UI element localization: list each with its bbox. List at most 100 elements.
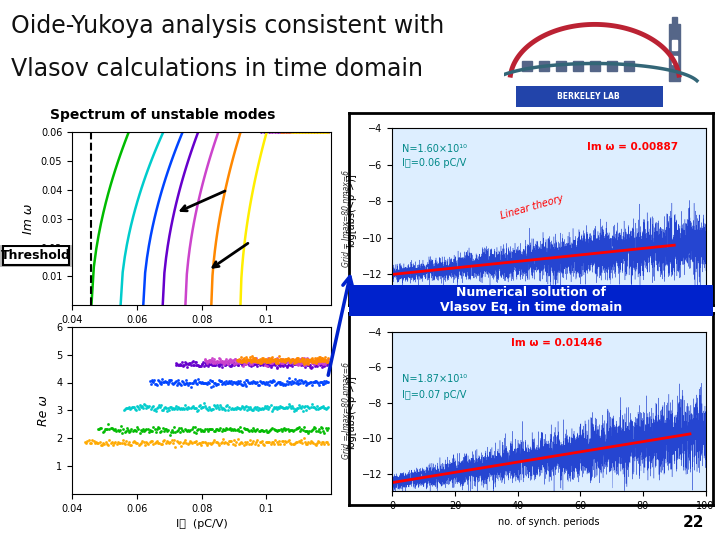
Point xyxy=(109,424,121,433)
Point xyxy=(245,357,256,366)
Point xyxy=(270,358,282,367)
Point xyxy=(272,359,284,368)
Point xyxy=(252,356,264,365)
Point xyxy=(293,437,305,445)
Point xyxy=(197,379,208,387)
Point xyxy=(260,402,271,410)
Point xyxy=(233,440,245,448)
Point xyxy=(200,403,212,412)
Point xyxy=(183,439,194,448)
Point xyxy=(280,356,292,364)
Point xyxy=(264,354,275,363)
Point xyxy=(158,378,169,387)
Point xyxy=(273,403,284,412)
Point xyxy=(94,424,106,433)
Point xyxy=(300,356,312,364)
Point xyxy=(81,438,92,447)
Point xyxy=(141,439,153,448)
Point xyxy=(177,361,189,370)
Point xyxy=(219,356,230,365)
Point xyxy=(257,353,269,362)
Point xyxy=(304,438,315,447)
Point xyxy=(281,376,292,385)
Point xyxy=(86,436,98,444)
Point xyxy=(148,406,159,415)
Point xyxy=(192,426,203,435)
Point xyxy=(290,437,302,446)
Point xyxy=(268,357,279,366)
Point xyxy=(204,438,215,447)
Point xyxy=(317,402,328,410)
Point xyxy=(187,361,199,369)
Point xyxy=(234,439,246,448)
Bar xyxy=(573,62,583,71)
Point xyxy=(258,404,270,413)
Point xyxy=(302,361,314,370)
Point xyxy=(239,357,251,366)
Point xyxy=(189,438,201,447)
Point xyxy=(227,440,238,448)
Bar xyxy=(624,62,634,71)
Point xyxy=(235,376,246,385)
Point xyxy=(233,355,244,363)
Point xyxy=(284,402,296,410)
Point xyxy=(144,377,156,386)
Point xyxy=(269,360,280,369)
Text: Linear theory: Linear theory xyxy=(499,194,564,221)
Point xyxy=(269,426,281,435)
Text: Numerical solution of
Vlasov Eq. in time domain: Numerical solution of Vlasov Eq. in time… xyxy=(440,286,622,314)
Point xyxy=(300,128,312,137)
Point xyxy=(320,423,331,432)
Point xyxy=(312,128,324,137)
Point xyxy=(305,128,317,137)
Point xyxy=(225,356,237,364)
Point xyxy=(309,356,320,364)
Point xyxy=(132,401,143,410)
Point xyxy=(295,356,307,364)
Point xyxy=(285,404,297,413)
Point xyxy=(248,356,259,364)
Point xyxy=(204,359,216,368)
Point xyxy=(302,360,314,368)
Point xyxy=(264,360,275,368)
Point xyxy=(269,355,280,363)
Point xyxy=(258,359,270,368)
Point xyxy=(316,128,328,137)
Point xyxy=(294,355,306,363)
Point xyxy=(285,426,297,434)
Point xyxy=(120,440,131,448)
Point xyxy=(97,439,109,448)
Point xyxy=(320,128,331,137)
Point xyxy=(276,379,287,388)
Point xyxy=(297,357,309,366)
Point xyxy=(201,358,212,367)
Point xyxy=(266,128,278,137)
Point xyxy=(308,423,320,431)
Point xyxy=(210,361,221,370)
Point xyxy=(265,401,276,410)
Point xyxy=(267,355,279,364)
Point xyxy=(264,437,275,446)
Point xyxy=(284,128,296,137)
Point xyxy=(310,424,321,433)
Point xyxy=(217,357,229,366)
Point xyxy=(232,435,243,443)
Point xyxy=(316,363,328,372)
Point xyxy=(310,353,321,362)
Point xyxy=(272,403,284,412)
Point xyxy=(102,440,113,448)
Point xyxy=(243,360,255,369)
Point xyxy=(266,425,277,434)
Point xyxy=(283,355,294,363)
Point xyxy=(138,437,149,446)
Point xyxy=(79,437,91,446)
Point xyxy=(212,357,224,366)
Point xyxy=(275,359,287,368)
Point xyxy=(170,359,181,367)
Point xyxy=(318,437,329,446)
Point xyxy=(312,427,323,436)
Point xyxy=(235,353,247,362)
Point xyxy=(256,425,268,434)
Point xyxy=(161,424,172,433)
Point xyxy=(275,378,287,387)
